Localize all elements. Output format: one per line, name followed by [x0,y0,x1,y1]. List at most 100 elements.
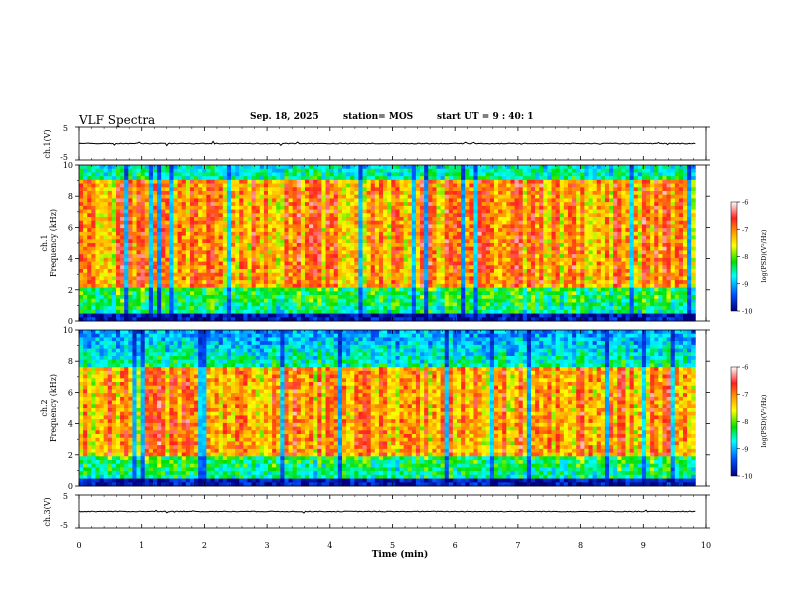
spectrogram-cell [296,213,302,218]
spectrogram-cell [206,239,211,244]
spectrogram-cell [272,202,277,207]
spectrogram-cell [321,306,326,311]
spectrogram-cell [194,280,199,285]
spectrogram-cell [518,198,524,203]
spectrogram-cell [362,239,368,244]
spectrogram-cell [346,295,351,300]
spectrogram-cell [115,231,121,236]
spectrogram-cell [522,295,528,300]
spectrogram-cell [157,317,162,322]
spectrogram-cell [157,187,162,192]
spectrogram-cell [132,276,137,281]
spectrogram-cell [452,272,458,277]
spectrogram-cell [292,272,298,277]
spectrogram-cell [346,302,351,307]
spectrogram-cell [510,202,515,207]
spectrogram-cell [444,202,450,207]
spectrogram-cell [399,265,405,270]
spectrogram-cell [276,246,281,251]
spectrogram-cell [321,246,326,251]
spectrogram-cell [395,179,400,184]
spectrogram-cell [469,283,474,288]
spectrogram-cell [317,231,322,236]
spectrogram-cell [494,228,499,233]
spectrogram-cell [378,283,384,288]
spectrogram-cell [391,224,396,229]
spectrogram-cell [411,261,417,266]
spectrogram-cell [502,306,507,311]
spectrogram-cell [165,254,170,259]
spectrogram-cell [317,261,322,266]
spectrogram-cell [198,298,203,303]
spectrogram-cell [555,265,561,270]
spectrogram-cell [107,224,113,229]
spectrogram-cell [370,283,376,288]
spectrogram-cell [272,272,277,277]
spectrogram-cell [333,269,339,274]
spectrogram-cell [543,313,548,318]
spectrogram-cell [218,228,224,233]
spectrogram-cell [440,313,446,318]
spectrogram-cell [461,313,466,318]
spectrogram-cell [132,295,137,300]
spectrogram-cell [436,295,441,300]
spectrogram-cell [341,168,347,173]
spectrogram-cell [358,172,363,177]
spectrogram-cell [231,235,236,240]
spectrogram-cell [378,209,384,214]
spectrogram-cell [206,280,211,285]
spectrogram-cell [280,317,285,322]
spectrogram-cell [173,179,179,184]
spectrogram-cell [366,291,372,296]
spectrogram-cell [440,213,446,218]
spectrogram-cell [185,235,191,240]
spectrogram-cell [514,183,520,188]
spectrogram-cell [530,276,536,281]
spectrogram-cell [95,269,100,274]
spectrogram-cell [255,317,261,322]
spectrogram-cell [407,317,413,322]
spectrogram-cell [411,198,417,203]
spectrogram-cell [251,246,257,251]
spectrogram-cell [292,217,298,222]
spectrogram-cell [514,250,520,255]
spectrogram-cell [185,209,191,214]
spectrogram-cell [428,272,433,277]
spectrogram-cell [83,254,88,259]
spectrogram-cell [485,239,491,244]
spectrogram-cell [95,265,100,270]
spectrogram-cell [325,198,331,203]
spectrogram-cell [83,246,88,251]
spectrogram-cell [148,257,154,262]
spectrogram-cell [128,209,133,214]
spectrogram-cell [494,220,499,225]
spectrogram-cell [304,205,310,210]
spectrogram-cell [514,239,520,244]
spectrogram-cell [144,269,150,274]
spectrogram-cell [296,198,302,203]
spectrogram-cell [526,287,532,292]
spectrogram-cell [563,202,569,207]
spectrogram-cell [247,243,252,248]
spectrogram-cell [522,235,528,240]
spectrogram-cell [494,172,499,177]
spectrogram-cell [477,317,483,322]
spectrogram-cell [444,269,450,274]
spectrogram-cell [341,280,347,285]
spectrogram-cell [403,191,409,196]
spectrogram-cell [235,257,240,262]
spectrogram-cell [198,295,203,300]
spectrogram-cell [514,231,520,236]
spectrogram-cell [362,309,368,314]
spectrogram-cell [222,257,228,262]
spectrogram-cell [321,179,326,184]
spectrogram-cell [518,246,524,251]
spectrogram-cell [358,191,363,196]
spectrogram-cell [292,176,298,181]
spectrogram-cell [115,213,121,218]
spectrogram-cell [526,302,532,307]
spectrogram-cell [124,209,129,214]
spectrogram-cell [173,202,179,207]
spectrogram-cell [543,243,548,248]
spectrogram-cell [255,287,261,292]
